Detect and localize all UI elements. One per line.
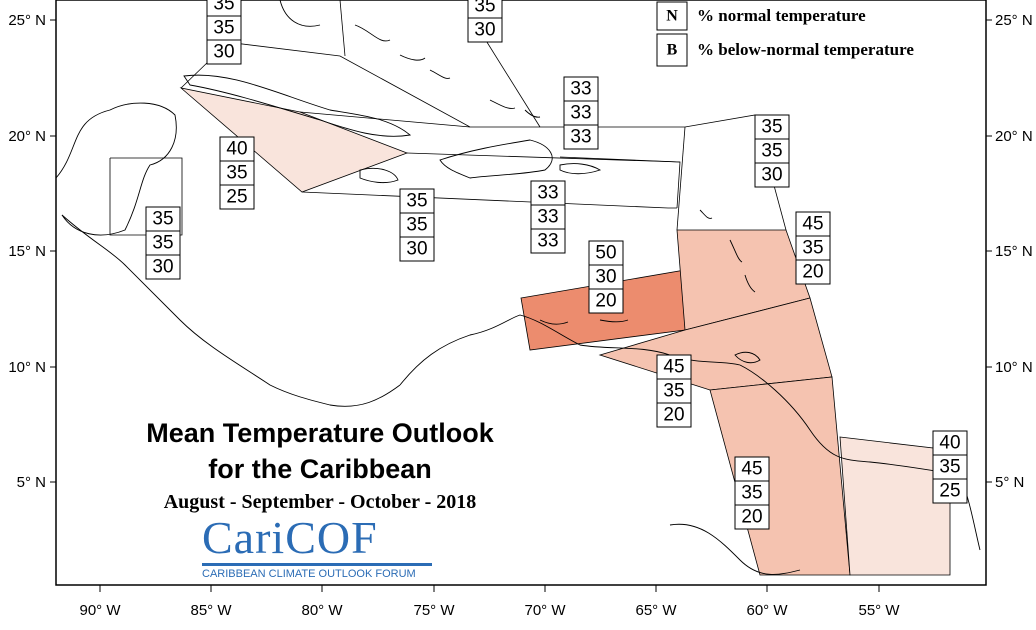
box-value: 35 [213, 0, 234, 15]
y-tick-label: 25° N [995, 12, 1033, 29]
box-value: 30 [595, 267, 616, 288]
box-northern-leewards: 35 35 30 [754, 114, 790, 188]
x-tick-label: 75° W [413, 602, 455, 619]
legend-letter-b: B [667, 42, 678, 59]
box-hispaniola: 33 33 33 [530, 180, 566, 254]
box-turks-caicos: 33 33 33 [563, 76, 599, 150]
box-windwards: 45 35 20 [795, 211, 831, 285]
box-value: 33 [570, 79, 591, 100]
y-tick-label: 20° N [995, 128, 1033, 145]
box-value: 35 [663, 381, 684, 402]
y-tick-label: 5° N [995, 474, 1024, 491]
box-value: 35 [406, 191, 427, 212]
y-tick-label: 10° N [8, 359, 46, 376]
box-value: 20 [595, 291, 616, 312]
box-value: 30 [474, 20, 495, 41]
box-value: 30 [213, 42, 234, 63]
box-value: 35 [802, 238, 823, 259]
box-value: 35 [761, 117, 782, 138]
box-guyana: 45 35 20 [734, 456, 770, 530]
box-value: 20 [663, 405, 684, 426]
box-value: 33 [537, 183, 558, 204]
box-value: 35 [152, 233, 173, 254]
box-value: 33 [537, 207, 558, 228]
box-belize: 35 35 30 [145, 206, 181, 280]
box-value: 35 [474, 0, 495, 17]
x-tick-label: 85° W [190, 602, 232, 619]
box-cuba-west: 40 35 25 [219, 136, 255, 210]
map-title: Mean Temperature Outlook [146, 418, 494, 448]
logo-wordmark: CariCOF [202, 512, 378, 563]
x-tick-label: 80° W [301, 602, 343, 619]
box-value: 35 [406, 215, 427, 236]
box-value: 45 [741, 459, 762, 480]
legend: N % normal temperature B % below-normal … [656, 1, 914, 67]
box-value: 30 [406, 239, 427, 260]
x-tick-label: 60° W [746, 602, 788, 619]
box-jamaica: 35 35 30 [399, 188, 435, 262]
box-value: 45 [802, 214, 823, 235]
box-value: 35 [213, 18, 234, 39]
box-value: 45 [663, 357, 684, 378]
box-value: 40 [226, 139, 247, 160]
y-axis-labels-left: 25° N 20° N 15° N 10° N 5° N [8, 12, 46, 491]
x-tick-label: 55° W [858, 602, 900, 619]
box-value: 30 [152, 257, 173, 278]
y-tick-label: 25° N [8, 12, 46, 29]
map-frame [55, 0, 987, 586]
y-axis-labels-right: 25° N 20° N 15° N 10° N 5° N [995, 12, 1033, 491]
box-value: 33 [570, 127, 591, 148]
box-value: 35 [761, 141, 782, 162]
x-tick-label: 70° W [524, 602, 566, 619]
zone-french-guiana [839, 436, 951, 576]
legend-box-b [656, 33, 688, 67]
box-french-guiana: 40 35 25 [932, 430, 968, 504]
legend-letter-n: N [666, 8, 678, 25]
y-tick-label: 5° N [17, 474, 46, 491]
caricof-logo: CariCOF CARIBBEAN CLIMATE OUTLOOK FORUM [202, 515, 434, 580]
x-axis-labels: 90° W 85° W 80° W 75° W 70° W 65° W 60° … [79, 602, 900, 619]
box-value: 25 [226, 187, 247, 208]
box-value: 35 [152, 209, 173, 230]
box-value: 33 [537, 231, 558, 252]
box-value: 35 [226, 163, 247, 184]
x-tick-label: 90° W [79, 602, 121, 619]
y-tick-label: 15° N [8, 243, 46, 260]
box-bahamas-east: 35 30 [467, 0, 503, 43]
box-bahamas-north: 35 35 30 [206, 0, 242, 65]
x-tick-label: 65° W [635, 602, 677, 619]
y-tick-label: 20° N [8, 128, 46, 145]
box-value: 30 [761, 165, 782, 186]
legend-box-n [656, 1, 688, 31]
box-abc-islands: 50 30 20 [588, 240, 624, 314]
zone-guyana [709, 376, 851, 576]
box-trinidad: 45 35 20 [656, 354, 692, 428]
logo-tagline: CARIBBEAN CLIMATE OUTLOOK FORUM [202, 568, 416, 580]
legend-text-normal: % normal temperature [697, 6, 866, 25]
y-tick-label: 10° N [995, 359, 1033, 376]
y-tick-label: 15° N [995, 243, 1033, 260]
zone-cuba-west [179, 87, 409, 193]
logo-underline [202, 563, 432, 566]
map-subtitle: for the Caribbean [208, 454, 432, 484]
box-value: 33 [570, 103, 591, 124]
box-value: 40 [939, 433, 960, 454]
box-value: 35 [939, 457, 960, 478]
box-value: 50 [595, 243, 616, 264]
box-value: 35 [741, 483, 762, 504]
axis-ticks [50, 19, 992, 592]
legend-text-below: % below-normal temperature [697, 40, 914, 59]
forecast-period: August - September - October - 2018 [163, 491, 477, 513]
box-value: 20 [802, 262, 823, 283]
box-value: 25 [939, 481, 960, 502]
box-value: 20 [741, 507, 762, 528]
